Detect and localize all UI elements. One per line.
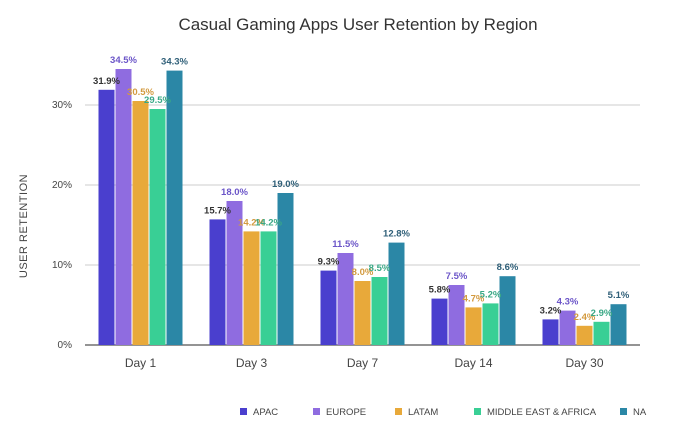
data-label: 2.4% <box>574 312 596 323</box>
data-label: 5.1% <box>608 290 630 301</box>
data-label: 34.5% <box>110 55 137 66</box>
data-label: 5.8% <box>429 285 451 296</box>
data-label: 12.8% <box>383 229 410 240</box>
data-label: 3.2% <box>540 305 562 316</box>
bar <box>499 276 516 345</box>
bar <box>132 101 149 345</box>
bar <box>260 231 277 345</box>
data-label: 15.7% <box>204 205 231 216</box>
data-label: 19.0% <box>272 179 299 190</box>
legend-swatch <box>395 408 402 415</box>
data-label: 34.3% <box>161 57 188 68</box>
bar <box>610 304 627 345</box>
data-label: 29.5% <box>144 95 171 106</box>
y-tick-label: 30% <box>52 100 72 111</box>
data-label: 30.5% <box>127 87 154 98</box>
bar <box>209 219 226 345</box>
legend-label: MIDDLE EAST & AFRICA <box>487 407 597 418</box>
x-tick-label: Day 3 <box>236 356 268 370</box>
bar <box>115 69 132 345</box>
data-label: 18.0% <box>221 187 248 198</box>
bar <box>465 307 482 345</box>
x-tick-label: Day 1 <box>125 356 157 370</box>
bar <box>593 321 610 345</box>
data-label: 11.5% <box>332 239 359 250</box>
x-tick-label: Day 30 <box>565 356 603 370</box>
legend: APAC EUROPE LATAM MIDDLE EAST & AFRICA NA <box>240 407 647 418</box>
legend-label: EUROPE <box>326 407 366 418</box>
bar <box>337 253 354 345</box>
data-label: 7.5% <box>446 271 468 282</box>
bar <box>482 303 499 345</box>
y-tick-label: 0% <box>58 340 73 351</box>
x-tick-labels: Day 1 Day 3 Day 7 Day 14 Day 30 <box>125 356 604 370</box>
data-label: 8.5% <box>369 263 391 274</box>
data-label: 14.2% <box>238 217 265 228</box>
y-tick-labels: 0% 10% 20% 30% <box>52 100 72 351</box>
bar <box>559 310 576 345</box>
data-label: 14.2% <box>255 217 282 228</box>
y-axis-label: USER RETENTION <box>18 174 30 278</box>
data-label: 4.3% <box>557 297 579 308</box>
data-label: 9.3% <box>318 257 340 268</box>
bar <box>576 325 593 345</box>
legend-swatch <box>474 408 481 415</box>
legend-label: NA <box>633 407 647 418</box>
legend-swatch <box>240 408 247 415</box>
bar <box>277 193 294 345</box>
chart-title: Casual Gaming Apps User Retention by Reg… <box>178 15 537 34</box>
legend-swatch <box>313 408 320 415</box>
bar <box>149 109 166 345</box>
bar <box>354 281 371 345</box>
y-tick-label: 20% <box>52 180 72 191</box>
legend-label: APAC <box>253 407 278 418</box>
bar <box>448 285 465 345</box>
legend-swatch <box>620 408 627 415</box>
data-label: 4.7% <box>463 293 485 304</box>
y-tick-label: 10% <box>52 260 72 271</box>
data-label: 5.2% <box>480 289 502 300</box>
x-tick-label: Day 7 <box>347 356 379 370</box>
bar <box>226 201 243 345</box>
data-label: 2.9% <box>591 308 613 319</box>
bar <box>243 231 260 345</box>
data-labels: 31.9% 34.5% 30.5%29.5% 34.3% 15.7% 18.0% 14.2%… <box>93 55 630 323</box>
bar <box>542 319 559 345</box>
data-label: 8.6% <box>497 262 519 273</box>
bars <box>98 69 627 345</box>
data-label: 31.9% <box>93 76 120 87</box>
bar <box>320 270 337 345</box>
bar <box>98 89 115 345</box>
bar <box>388 242 405 345</box>
bar <box>166 70 183 345</box>
bar <box>371 277 388 345</box>
legend-label: LATAM <box>408 407 438 418</box>
x-tick-label: Day 14 <box>454 356 492 370</box>
bar <box>431 298 448 345</box>
data-label: 8.0% <box>352 267 374 278</box>
